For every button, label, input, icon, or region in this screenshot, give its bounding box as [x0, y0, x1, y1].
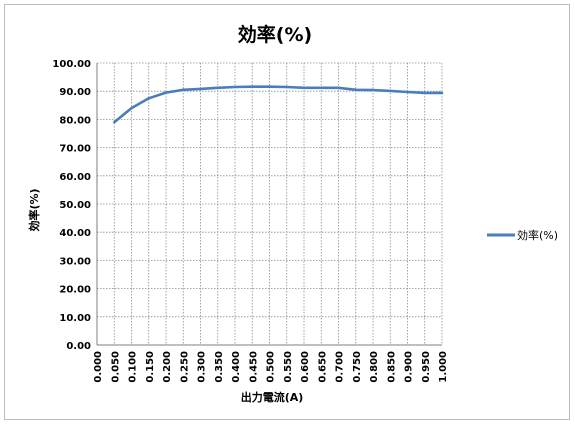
x-tick-label: 0.600 — [300, 351, 311, 383]
x-tick-label: 0.450 — [248, 351, 259, 383]
series-line — [113, 85, 444, 124]
x-tick-label: 0.000 — [93, 351, 104, 383]
x-tick-label: 0.650 — [317, 351, 328, 383]
y-tick-label: 100.00 — [52, 59, 91, 70]
x-tick-label: 0.200 — [162, 351, 173, 383]
x-tick-label: 0.400 — [231, 351, 242, 383]
y-tick-label: 10.00 — [59, 313, 91, 324]
x-tick-label: 0.800 — [369, 351, 380, 383]
y-tick-label: 40.00 — [59, 228, 91, 239]
efficiency-chart: 効率(%) 0.00 10.00 20.00 30.00 40.00 50.00 60.00… — [27, 23, 558, 404]
x-tick-label: 0.500 — [266, 351, 277, 383]
x-axis-title: 出力電流(A) — [241, 390, 304, 404]
x-tick-label: 0.050 — [110, 351, 121, 383]
y-tick-label: 20.00 — [59, 285, 91, 296]
plot-area: 0.00 10.00 20.00 30.00 40.00 50.00 60.00 70.00 8… — [52, 59, 449, 383]
legend: 効率(%) — [487, 228, 558, 242]
x-tick-label: 0.300 — [197, 351, 208, 383]
x-tick-label: 0.250 — [179, 351, 190, 383]
legend-label: 効率(%) — [517, 228, 558, 242]
y-axis-title: 効率(%) — [27, 188, 41, 231]
x-tick-label: 0.550 — [283, 351, 294, 383]
x-tick-label: 0.150 — [145, 351, 156, 383]
y-tick-label: 80.00 — [59, 115, 91, 126]
x-tick-label: 0.350 — [214, 351, 225, 383]
x-tick-label: 0.700 — [335, 351, 346, 383]
x-tick-label: 1.000 — [438, 351, 449, 383]
chart-frame: 効率(%) 0.00 10.00 20.00 30.00 40.00 50.00 60.00… — [4, 4, 570, 420]
y-tick-label: 70.00 — [59, 144, 91, 155]
y-tick-label: 50.00 — [59, 200, 91, 211]
x-tick-label: 0.850 — [386, 351, 397, 383]
y-tick-label: 30.00 — [59, 256, 91, 267]
chart-title: 効率(%) — [238, 23, 312, 46]
x-tick-label: 0.950 — [421, 351, 432, 383]
x-tick-label: 0.100 — [128, 351, 139, 383]
x-tick-label: 0.750 — [352, 351, 363, 383]
y-tick-label: 0.00 — [66, 341, 91, 352]
y-tick-label: 90.00 — [59, 87, 91, 98]
x-tick-label: 0.900 — [404, 351, 415, 383]
y-tick-label: 60.00 — [59, 172, 91, 183]
